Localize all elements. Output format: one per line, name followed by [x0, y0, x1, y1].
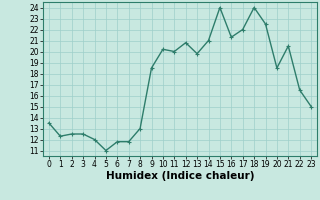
X-axis label: Humidex (Indice chaleur): Humidex (Indice chaleur)	[106, 171, 254, 181]
